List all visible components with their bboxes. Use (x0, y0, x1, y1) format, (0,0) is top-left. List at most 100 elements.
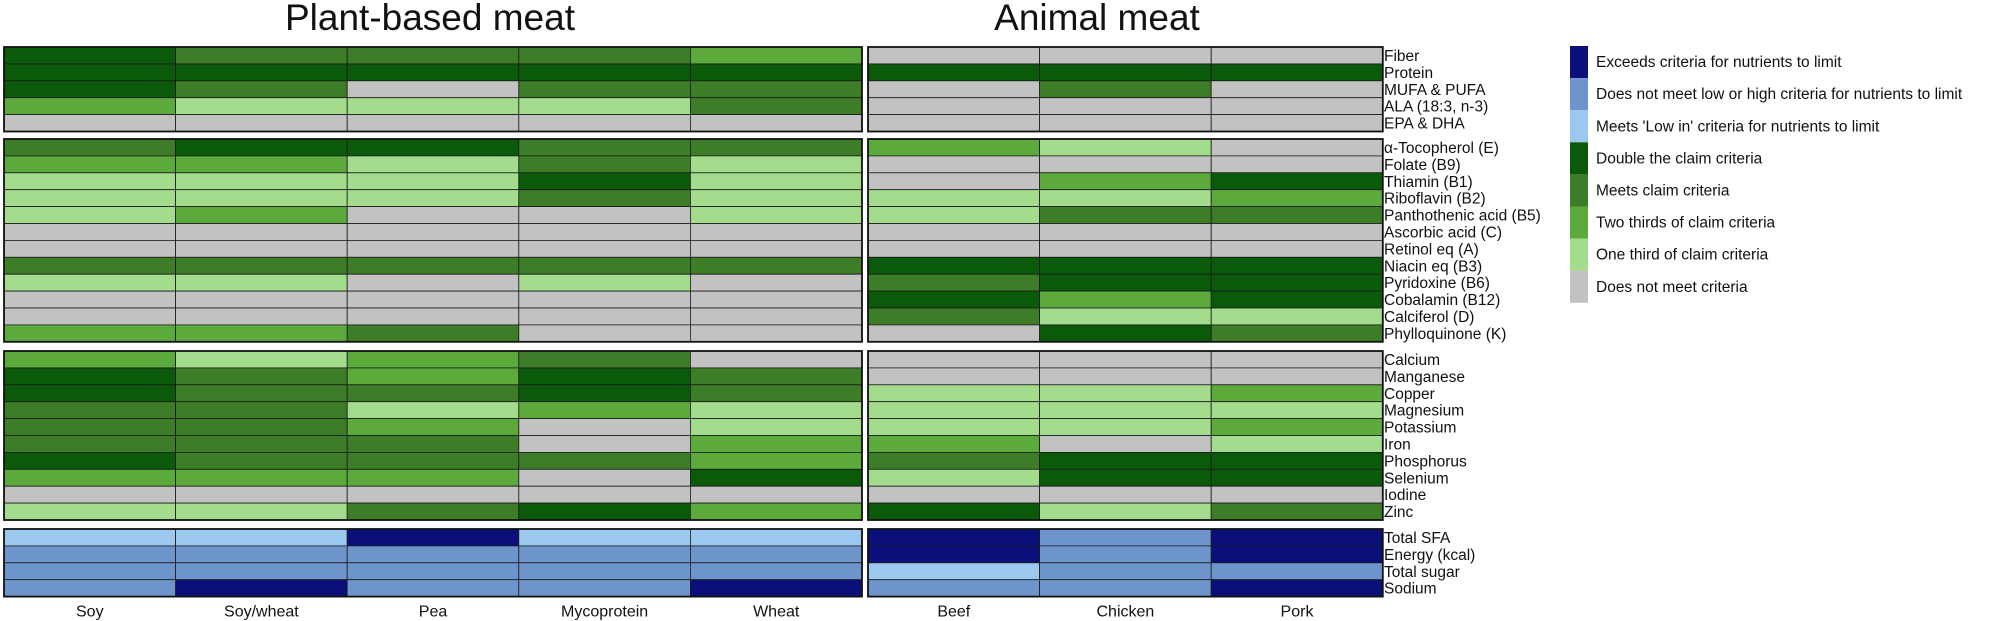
cell-magnesium-wheat (690, 401, 863, 420)
cell-riboflavin-b2-chicken (1039, 189, 1212, 207)
cell-phosphorus-beef (867, 451, 1041, 470)
cell-potassium-beef (867, 418, 1041, 436)
row-label-potassium: Potassium (1384, 420, 1456, 437)
cell-mufa-pufa-pea (346, 80, 520, 99)
cell-folate-b9-wheat (690, 155, 863, 174)
cell-calcium-soy-wheat (175, 350, 348, 369)
cell-fiber-pea (346, 46, 520, 65)
cell-total-sfa-mycoprotein (518, 528, 691, 547)
cell-cobalamin-b12-wheat (690, 290, 863, 309)
cell-ala-18-3-n-3-mycoprotein (518, 97, 691, 115)
cell-protein-beef (867, 63, 1041, 82)
cell-total-sfa-pea (346, 528, 520, 547)
col-label-beef: Beef (937, 604, 970, 621)
cell-magnesium-pork (1210, 401, 1384, 420)
cell-cobalamin-b12-soy-wheat (175, 290, 348, 309)
cell-copper-soy (3, 384, 177, 403)
group-border (3, 350, 863, 521)
cell-selenium-mycoprotein (518, 468, 691, 487)
cell-total-sugar-pea (346, 562, 520, 581)
cell-niacin-eq-b3-pea (346, 256, 520, 275)
row-label-retinol-eq-a: Retinol eq (A) (1384, 241, 1479, 258)
cell-mufa-pufa-chicken (1039, 80, 1212, 99)
row-label-fiber: Fiber (1384, 48, 1419, 65)
cell-pyridoxine-b6-chicken (1039, 273, 1212, 292)
group-border (3, 528, 863, 598)
cell-cobalamin-b12-mycoprotein (518, 290, 691, 309)
cell-mufa-pufa-wheat (690, 80, 863, 99)
cell-retinol-eq-a-pea (346, 239, 520, 258)
cell-iron-beef (867, 435, 1041, 453)
cell-epa-dha-chicken (1039, 114, 1212, 132)
cell-total-sugar-mycoprotein (518, 562, 691, 581)
col-label-pork: Pork (1281, 604, 1315, 621)
cell-ala-18-3-n-3-wheat (690, 97, 863, 115)
cell-retinol-eq-a-chicken (1039, 239, 1212, 258)
cell-magnesium-mycoprotein (518, 401, 691, 420)
cell-energy-kcal-soy-wheat (175, 545, 348, 564)
cell-magnesium-soy (3, 401, 177, 420)
row-label-riboflavin-b2: Riboflavin (B2) (1384, 191, 1486, 208)
legend: Exceeds criteria for nutrients to limit D… (1570, 46, 1963, 303)
row-label-mufa-pufa: MUFA & PUFA (1384, 82, 1486, 99)
cell-ascorbic-acid-c-soy-wheat (175, 223, 348, 241)
cell-epa-dha-soy (3, 114, 177, 132)
cell-calciferol-d-soy-wheat (175, 307, 348, 326)
cell-phosphorus-soy (3, 451, 177, 470)
cell-riboflavin-b2-pea (346, 189, 520, 207)
legend-swatch-meets (1570, 174, 1588, 207)
cell-folate-b9-mycoprotein (518, 155, 691, 174)
cell-ala-18-3-n-3-soy-wheat (175, 97, 348, 115)
cell-cobalamin-b12-pea (346, 290, 520, 309)
cell-cobalamin-b12-soy (3, 290, 177, 309)
legend-label-notlowhigh: Does not meet low or high criteria for n… (1596, 86, 1963, 103)
cell-epa-dha-wheat (690, 114, 863, 132)
cell-iodine-pork (1210, 485, 1384, 504)
cell-magnesium-chicken (1039, 401, 1212, 420)
cell-panthothenic-acid-b5-pork (1210, 206, 1384, 224)
cell-phosphorus-wheat (690, 451, 863, 470)
cell-copper-pork (1210, 384, 1384, 403)
cell-iron-wheat (690, 435, 863, 453)
cell-selenium-pea (346, 468, 520, 487)
cell-manganese-mycoprotein (518, 367, 691, 386)
cell-phylloquinone-k-mycoprotein (518, 324, 691, 343)
cell-magnesium-beef (867, 401, 1041, 420)
cell-copper-wheat (690, 384, 863, 403)
row-label-magnesium: Magnesium (1384, 403, 1464, 420)
cell-thiamin-b1-soy-wheat (175, 172, 348, 191)
cell-folate-b9-soy-wheat (175, 155, 348, 174)
cell-phylloquinone-k-pork (1210, 324, 1384, 343)
cell-sodium-beef (867, 579, 1041, 598)
group-border (867, 138, 1384, 343)
cell-ala-18-3-n-3-pea (346, 97, 520, 115)
cell-phylloquinone-k-wheat (690, 324, 863, 343)
cell-selenium-wheat (690, 468, 863, 487)
cell-manganese-pork (1210, 367, 1384, 386)
cell-total-sfa-chicken (1039, 528, 1212, 547)
cell-protein-chicken (1039, 63, 1212, 82)
cell-protein-soy (3, 63, 177, 82)
row-label-selenium: Selenium (1384, 470, 1449, 487)
cell-ascorbic-acid-c-wheat (690, 223, 863, 241)
cell-energy-kcal-beef (867, 545, 1041, 564)
cell-thiamin-b1-pea (346, 172, 520, 191)
cell-iodine-soy-wheat (175, 485, 348, 504)
cell-pyridoxine-b6-soy (3, 273, 177, 292)
cell-fiber-chicken (1039, 46, 1212, 65)
row-label-phosphorus: Phosphorus (1384, 453, 1467, 470)
cell-energy-kcal-soy (3, 545, 177, 564)
legend-label-exceeds: Exceeds criteria for nutrients to limit (1596, 54, 1842, 71)
cell-phylloquinone-k-soy (3, 324, 177, 343)
cell-fiber-beef (867, 46, 1041, 65)
cell-retinol-eq-a-mycoprotein (518, 239, 691, 258)
cell-phylloquinone-k-pea (346, 324, 520, 343)
cell-niacin-eq-b3-mycoprotein (518, 256, 691, 275)
cell-riboflavin-b2-mycoprotein (518, 189, 691, 207)
cell-ascorbic-acid-c-pork (1210, 223, 1384, 241)
cell-niacin-eq-b3-beef (867, 256, 1041, 275)
cell-energy-kcal-pork (1210, 545, 1384, 564)
cell-calcium-beef (867, 350, 1041, 369)
cell-protein-soy-wheat (175, 63, 348, 82)
cell-manganese-soy-wheat (175, 367, 348, 386)
